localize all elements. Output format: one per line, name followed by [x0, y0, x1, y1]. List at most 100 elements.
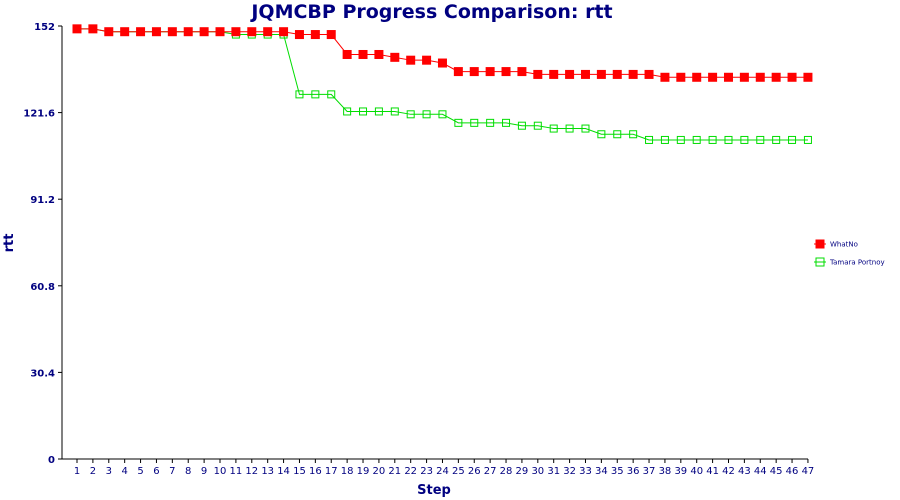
x-tick-label: 44 [754, 466, 767, 477]
data-point [612, 69, 622, 79]
data-point [756, 135, 765, 144]
data-point [437, 58, 447, 68]
x-tick-label: 11 [230, 466, 243, 477]
y-tick-label: 30.4 [30, 368, 55, 379]
data-point [580, 69, 590, 79]
data-point [708, 72, 718, 82]
x-tick-label: 41 [706, 466, 719, 477]
x-tick-label: 33 [579, 466, 592, 477]
x-tick-label: 10 [214, 466, 227, 477]
x-tick-label: 15 [293, 466, 306, 477]
x-tick-label: 35 [611, 466, 624, 477]
legend-item: WhatNo [814, 239, 858, 249]
x-tick-label: 28 [500, 466, 513, 477]
x-tick-label: 46 [786, 466, 799, 477]
data-point [549, 124, 558, 133]
data-point [311, 90, 320, 99]
legend: WhatNo Tamara Portnoy [814, 239, 885, 267]
data-point [358, 49, 368, 59]
x-tick-label: 30 [531, 466, 544, 477]
data-point [533, 69, 543, 79]
data-point [740, 135, 749, 144]
data-point [88, 24, 98, 34]
data-point [486, 118, 495, 127]
legend-marker [815, 239, 825, 249]
x-tick-label: 7 [169, 466, 175, 477]
data-point [629, 130, 638, 139]
legend-marker [815, 257, 825, 267]
data-point [454, 118, 463, 127]
data-point [628, 69, 638, 79]
x-tick-label: 17 [325, 466, 338, 477]
x-tick-label: 1 [74, 466, 80, 477]
x-tick-label: 18 [341, 466, 354, 477]
data-point [104, 27, 114, 37]
data-point [167, 27, 177, 37]
data-point [374, 107, 383, 116]
y-tick-label: 121.6 [23, 109, 55, 120]
data-point [199, 27, 209, 37]
x-tick-label: 8 [185, 466, 191, 477]
data-point [755, 72, 765, 82]
x-tick-label: 13 [261, 466, 274, 477]
data-point [390, 107, 399, 116]
series-layer [72, 24, 813, 144]
data-point [183, 27, 193, 37]
x-tick-label: 32 [563, 466, 576, 477]
x-tick-label: 27 [484, 466, 497, 477]
data-point [279, 27, 289, 37]
x-tick-label: 25 [452, 466, 465, 477]
x-tick-label: 40 [690, 466, 703, 477]
series-0 [72, 24, 813, 82]
data-point [596, 69, 606, 79]
legend-item: Tamara Portnoy [814, 257, 885, 267]
x-tick-label: 20 [373, 466, 386, 477]
y-tick-label: 91.2 [30, 195, 55, 206]
data-point [676, 135, 685, 144]
x-tick-label: 37 [643, 466, 656, 477]
x-tick-label: 9 [201, 466, 207, 477]
data-point [136, 27, 146, 37]
data-point [453, 67, 463, 77]
data-point [438, 110, 447, 119]
data-point [787, 72, 797, 82]
data-point [771, 72, 781, 82]
data-point [708, 135, 717, 144]
data-point [565, 69, 575, 79]
data-point [739, 72, 749, 82]
data-point [644, 69, 654, 79]
data-point [692, 72, 702, 82]
x-tick-label: 14 [277, 466, 290, 477]
data-point [72, 24, 82, 34]
data-point [120, 27, 130, 37]
data-point [327, 90, 336, 99]
data-point [215, 27, 225, 37]
data-point [343, 107, 352, 116]
data-point [803, 135, 812, 144]
x-tick-label: 45 [770, 466, 783, 477]
x-tick-label: 12 [245, 466, 258, 477]
x-axis-label: Step [417, 483, 451, 498]
y-tick-label: 60.8 [30, 282, 55, 293]
y-tick-label: 152 [34, 22, 55, 33]
data-point [502, 118, 511, 127]
data-point [295, 90, 304, 99]
data-point [549, 69, 559, 79]
data-point [263, 27, 273, 37]
legend-label: WhatNo [830, 241, 858, 249]
data-point [533, 121, 542, 130]
y-axis-label: rtt [2, 234, 17, 253]
x-tick-label: 39 [674, 466, 687, 477]
x-tick-label: 23 [420, 466, 433, 477]
series-line [77, 28, 808, 141]
data-point [247, 27, 257, 37]
data-point [422, 110, 431, 119]
data-point [517, 67, 527, 77]
x-tick-label: 16 [309, 466, 322, 477]
x-tick-label: 5 [137, 466, 143, 477]
x-tick-label: 43 [738, 466, 751, 477]
data-point [469, 67, 479, 77]
data-point [676, 72, 686, 82]
data-point [517, 121, 526, 130]
